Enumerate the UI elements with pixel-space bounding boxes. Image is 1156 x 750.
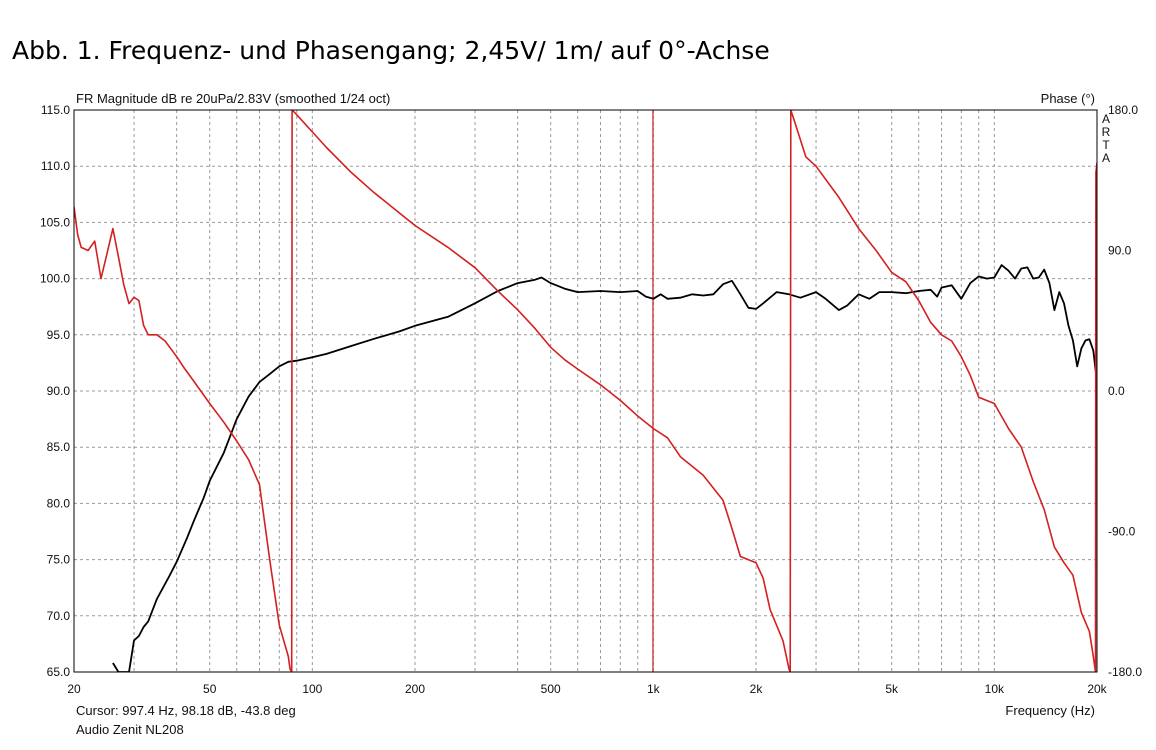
x-axis-title: Frequency (Hz) (1005, 703, 1095, 718)
x-tick-label: 2k (750, 682, 764, 696)
brand-letter: A (1102, 151, 1110, 165)
y-tick-label-right: 0.0 (1108, 384, 1125, 398)
x-tick-label: 100 (302, 682, 322, 696)
y-tick-label-left: 105.0 (40, 215, 70, 229)
plot-frame (73, 109, 1098, 673)
magnitude-curve (112, 264, 1097, 672)
tick-labels: 20 50 100 200 500 1k 2k 5k 10k 20k 115.0 110.0 105.0… (40, 103, 1142, 696)
figure-title: Abb. 1. Frequenz- und Phasengang; 2,45V/… (12, 36, 770, 65)
series-layer (74, 110, 1097, 672)
brand-letter: R (1102, 125, 1111, 139)
cursor-readout: Cursor: 997.4 Hz, 98.18 dB, -43.8 deg (76, 703, 296, 718)
x-tick-label: 20 (67, 682, 81, 696)
x-tick-label: 50 (203, 682, 217, 696)
x-tick-label: 500 (541, 682, 561, 696)
brand-letter: T (1102, 138, 1110, 152)
y-tick-label-left: 95.0 (47, 328, 71, 342)
y-tick-label-right: 90.0 (1108, 244, 1132, 258)
footer-label: Audio Zenit NL208 (76, 722, 184, 737)
y-tick-label-left: 110.0 (41, 159, 70, 173)
x-tick-label: 1k (647, 682, 661, 696)
y-tick-label-left: 90.0 (47, 384, 71, 398)
grid (74, 110, 1097, 672)
x-tick-label: 10k (985, 682, 1005, 696)
y-tick-label-left: 85.0 (47, 440, 71, 454)
y-tick-label-right: -180.0 (1108, 665, 1142, 679)
y-tick-label-left: 70.0 (47, 609, 71, 623)
brand-letter: A (1102, 112, 1110, 126)
y-tick-label-right: -90.0 (1108, 525, 1136, 539)
y-tick-label-left: 100.0 (40, 272, 70, 286)
x-tick-label: 20k (1087, 682, 1107, 696)
y-tick-label-left: 115.0 (41, 103, 70, 117)
x-tick-label: 5k (885, 682, 899, 696)
phase-curve (74, 110, 1097, 672)
y-tick-label-left: 80.0 (47, 496, 71, 510)
y-tick-label-left: 75.0 (47, 553, 71, 567)
x-tick-label: 200 (405, 682, 425, 696)
y-tick-label-right: 180.0 (1108, 103, 1138, 117)
magnitude-axis-title: FR Magnitude dB re 20uPa/2.83V (smoothed… (76, 91, 390, 106)
y-tick-label-left: 65.0 (47, 665, 71, 679)
phase-axis-title: Phase (°) (1041, 91, 1095, 106)
